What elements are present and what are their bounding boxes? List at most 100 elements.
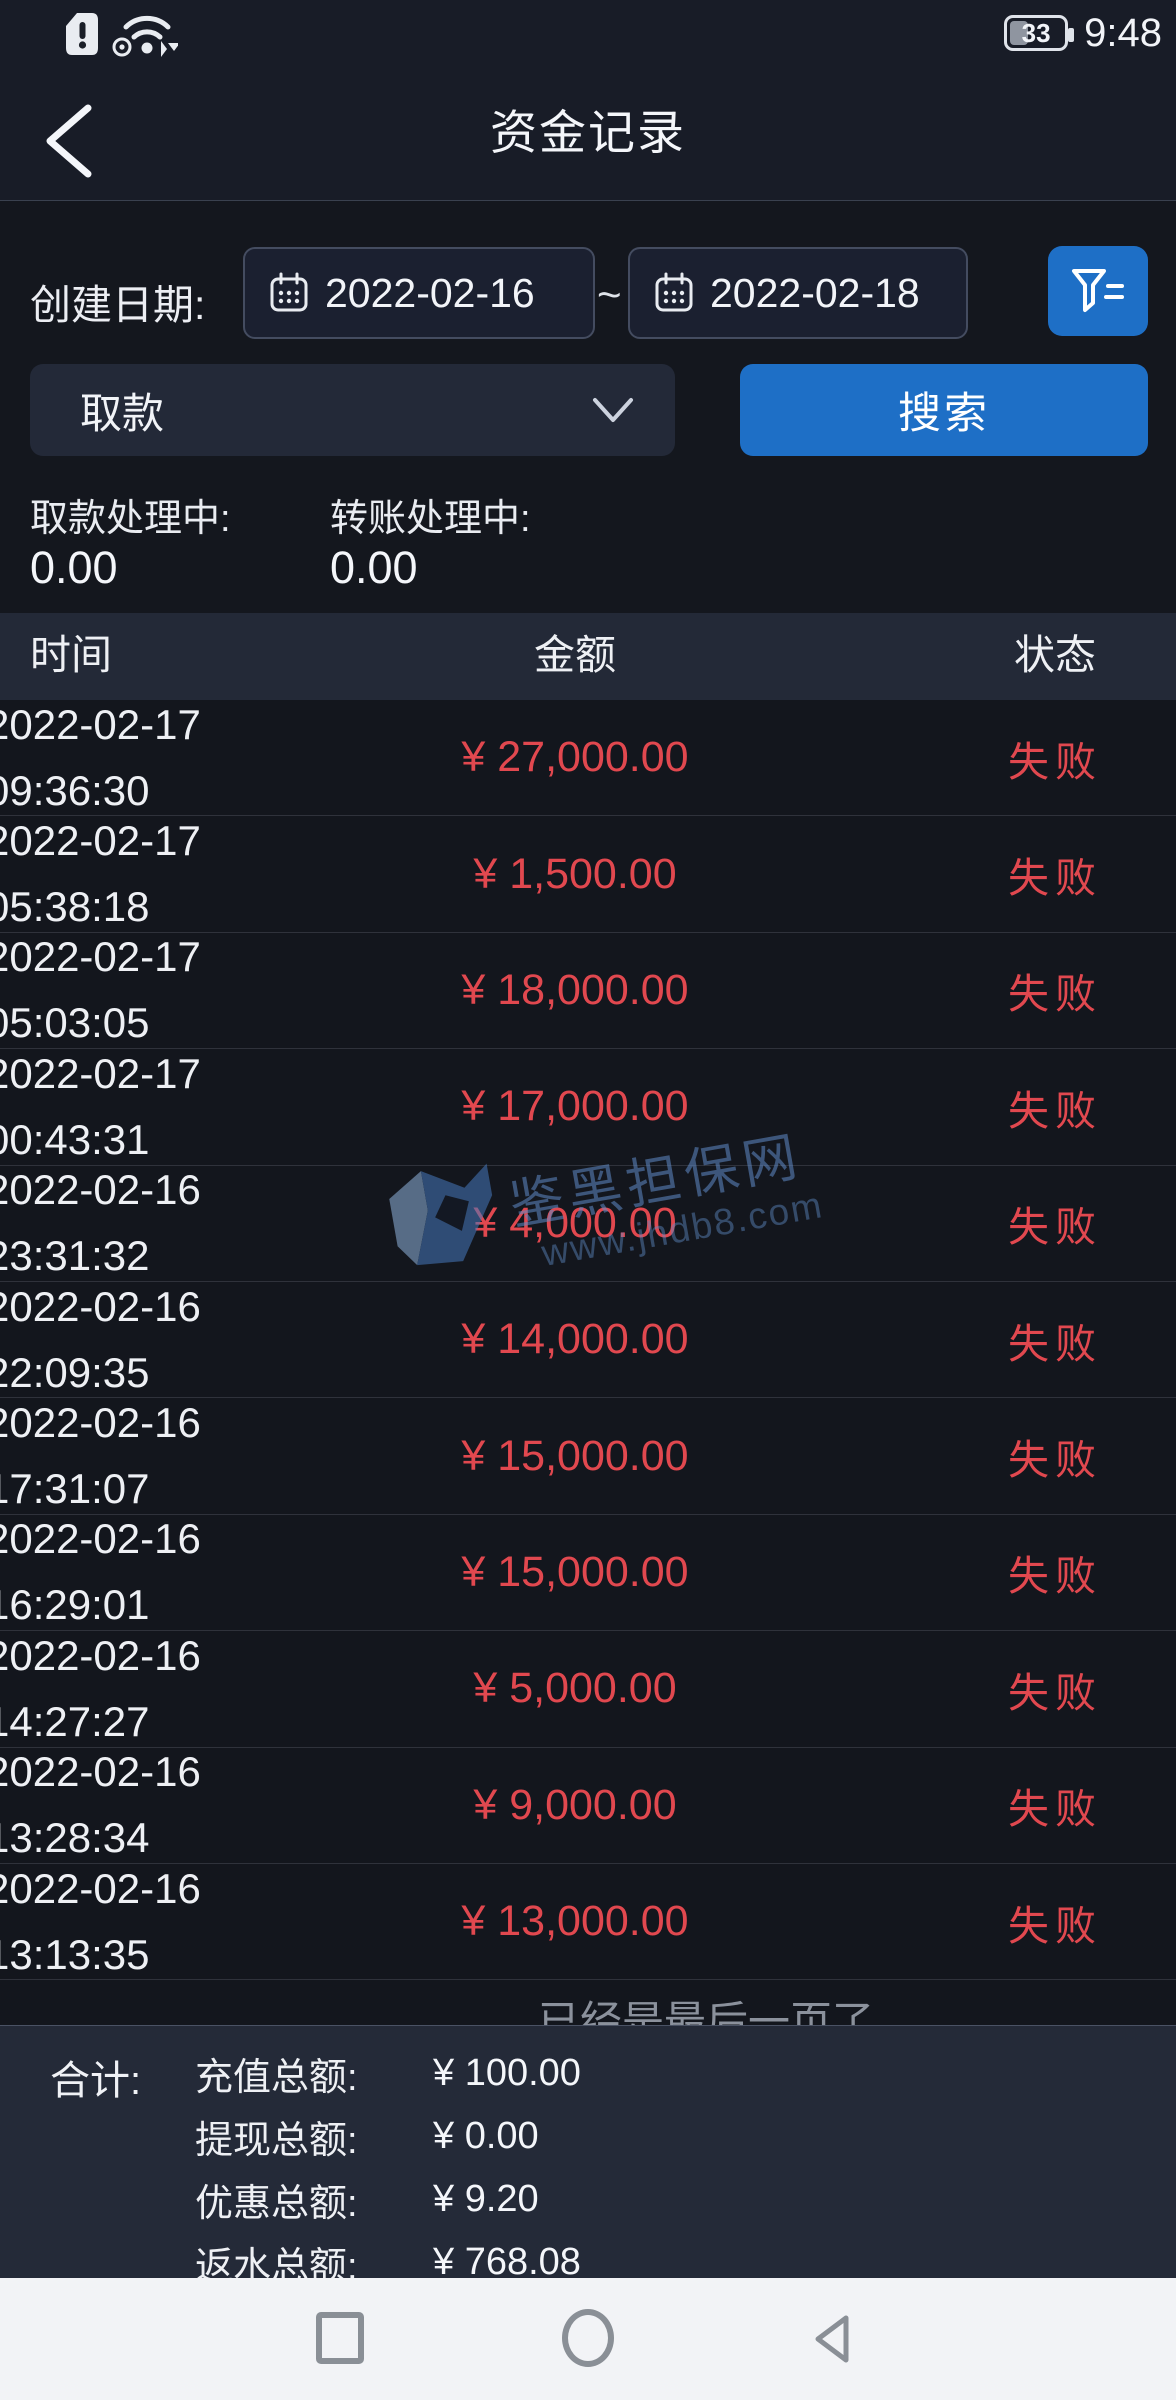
table-row: 2022-02-16 23:31:32 ¥ 4,000.00 失败 (0, 1166, 1176, 1282)
row-date: 2022-02-16 (0, 1166, 201, 1214)
no-sim-icon (66, 13, 98, 55)
row-time: 17:31:07 (0, 1465, 150, 1513)
back-icon[interactable] (36, 102, 102, 180)
row-time-cell: 2022-02-16 22:09:35 (0, 1282, 201, 1397)
row-time-cell: 2022-02-16 17:31:07 (0, 1398, 201, 1513)
row-status: 失败 (1008, 1553, 1102, 1600)
status-time: 9:48 (1084, 10, 1162, 55)
row-date: 2022-02-16 (0, 1399, 201, 1447)
row-amount: ¥ 5,000.00 (473, 1664, 677, 1713)
row-date: 2022-02-17 (0, 700, 201, 748)
row-time-cell: 2022-02-16 13:13:35 (0, 1864, 201, 1979)
type-select[interactable]: 取款 (30, 364, 675, 456)
column-amount: 金额 (534, 632, 616, 678)
row-time: 23:31:32 (0, 1232, 150, 1280)
total-discount: 优惠总额: ¥ 9.20 (195, 2178, 539, 2225)
row-date: 2022-02-17 (0, 933, 201, 981)
type-select-value: 取款 (80, 389, 165, 437)
calendar-icon (270, 272, 308, 312)
row-amount: ¥ 4,000.00 (473, 1198, 677, 1247)
date-separator: ~ (597, 271, 622, 318)
table-row: 2022-02-17 09:36:30 ¥ 27,000.00 失败 (0, 700, 1176, 817)
table-row: 2022-02-16 13:13:35 ¥ 13,000.00 失败 (0, 1864, 1176, 1981)
date-to-value: 2022-02-18 (710, 269, 920, 316)
battery-percent: 33 (1021, 17, 1051, 48)
totals-items: 充值总额: ¥ 100.00 提现总额: ¥ 0.00 优惠总额: ¥ 9.20… (195, 2042, 581, 2288)
row-time-cell: 2022-02-16 16:29:01 (0, 1515, 201, 1630)
row-date: 2022-02-17 (0, 1049, 201, 1097)
table-row: 2022-02-16 14:27:27 ¥ 5,000.00 失败 (0, 1631, 1176, 1748)
status-bar: 33 9:48 (0, 0, 1176, 60)
withdraw-processing-value: 0.00 (30, 542, 118, 593)
row-date: 2022-02-16 (0, 1864, 201, 1912)
row-time: 13:13:35 (0, 1930, 150, 1978)
transfer-processing-label: 转账处理中: (330, 498, 531, 540)
row-amount: ¥ 9,000.00 (473, 1780, 677, 1829)
row-date: 2022-02-16 (0, 1631, 201, 1679)
row-date: 2022-02-16 (0, 1282, 201, 1330)
status-icons-left (64, 9, 178, 57)
funnel-icon (1072, 269, 1124, 312)
row-time: 13:28:34 (0, 1814, 150, 1862)
row-time-cell: 2022-02-17 09:36:30 (0, 700, 201, 815)
filter-panel: 创建日期: 2022-02-16 ~ (0, 200, 1176, 613)
row-time: 16:29:01 (0, 1581, 150, 1629)
row-time: 05:38:18 (0, 883, 150, 931)
column-time: 时间 (30, 632, 112, 678)
totals-footer: 合计: 充值总额: ¥ 100.00 提现总额: ¥ 0.00 优惠总额: ¥ … (0, 2025, 1176, 2288)
battery-fill (1010, 21, 1028, 45)
row-time: 14:27:27 (0, 1697, 150, 1745)
total-withdraw: 提现总额: ¥ 0.00 (195, 2115, 539, 2162)
column-status: 状态 (1014, 632, 1096, 678)
row-status: 失败 (1008, 1087, 1102, 1134)
android-nav-bar (0, 2278, 1176, 2400)
row-amount: ¥ 13,000.00 (461, 1897, 689, 1946)
row-status: 失败 (1008, 1437, 1102, 1484)
row-status: 失败 (1008, 1786, 1102, 1833)
date-from-value: 2022-02-16 (325, 269, 535, 316)
chevron-down-icon (593, 398, 633, 422)
date-to-input[interactable]: 2022-02-18 (628, 247, 968, 339)
row-amount: ¥ 27,000.00 (461, 733, 689, 782)
total-recharge: 充值总额: ¥ 100.00 (195, 2052, 581, 2099)
row-time-cell: 2022-02-16 14:27:27 (0, 1631, 201, 1746)
table-row: 2022-02-17 05:38:18 ¥ 1,500.00 失败 (0, 816, 1176, 933)
page-title: 资金记录 (490, 106, 686, 159)
row-amount: ¥ 15,000.00 (461, 1547, 689, 1596)
row-status: 失败 (1008, 1902, 1102, 1949)
search-button[interactable]: 搜索 (740, 364, 1148, 456)
table-row: 2022-02-16 13:28:34 ¥ 9,000.00 失败 (0, 1748, 1176, 1864)
row-time-cell: 2022-02-17 05:03:05 (0, 933, 201, 1048)
row-status: 失败 (1008, 971, 1102, 1018)
row-time-cell: 2022-02-16 13:28:34 (0, 1748, 201, 1863)
row-date: 2022-02-17 (0, 817, 201, 865)
wifi-icon (112, 15, 178, 57)
row-amount: ¥ 17,000.00 (461, 1082, 689, 1131)
row-time: 09:36:30 (0, 766, 150, 814)
table-header: 时间 金额 状态 (0, 613, 1176, 700)
date-range-label: 创建日期: (30, 282, 206, 328)
status-icons-right: 33 9:48 (1004, 11, 1162, 56)
battery-nub (1068, 28, 1075, 42)
transfer-processing-value: 0.00 (330, 542, 418, 593)
row-time: 00:43:31 (0, 1115, 150, 1163)
battery-icon: 33 (1004, 15, 1075, 51)
row-time-cell: 2022-02-17 00:43:31 (0, 1049, 201, 1164)
row-time: 22:09:35 (0, 1348, 150, 1396)
back-triangle-icon[interactable] (806, 2311, 862, 2367)
row-status: 失败 (1008, 1669, 1102, 1716)
home-circle-icon[interactable] (562, 2309, 614, 2367)
row-date: 2022-02-16 (0, 1515, 201, 1563)
totals-label: 合计: (50, 2059, 142, 2103)
withdraw-processing-label: 取款处理中: (30, 498, 231, 540)
date-from-input[interactable]: 2022-02-16 (243, 247, 595, 339)
row-time: 05:03:05 (0, 999, 150, 1047)
row-status: 失败 (1008, 1320, 1102, 1367)
row-time-cell: 2022-02-17 05:38:18 (0, 816, 201, 931)
row-status: 失败 (1008, 1204, 1102, 1251)
recents-square-icon[interactable] (316, 2312, 364, 2364)
calendar-icon (655, 272, 693, 312)
row-amount: ¥ 18,000.00 (461, 965, 689, 1014)
filter-button[interactable] (1048, 246, 1148, 336)
